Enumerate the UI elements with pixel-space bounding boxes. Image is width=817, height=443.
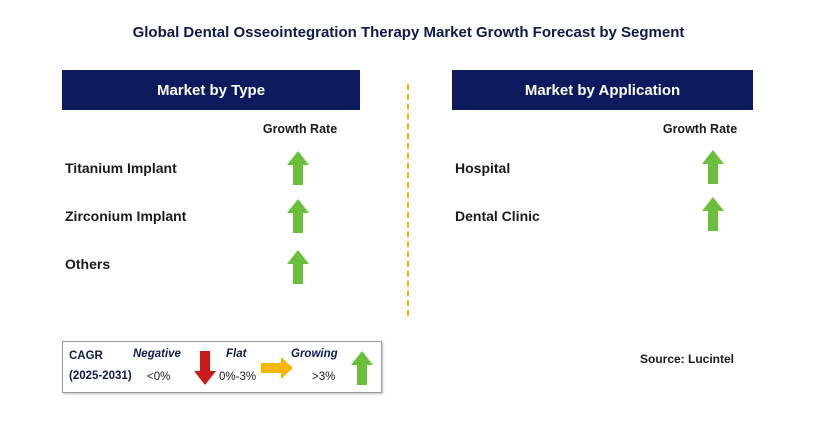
negative-arrow-icon — [194, 351, 216, 385]
market-by-application-header: Market by Application — [452, 70, 753, 110]
market-by-type-header: Market by Type — [62, 70, 360, 110]
legend-cagr-label: CAGR — [69, 350, 103, 362]
growing-arrow-icon — [351, 351, 373, 385]
type-row-label-zirconium: Zirconium Implant — [65, 208, 187, 224]
legend-negative-label: Negative — [133, 348, 181, 360]
growing-arrow-icon — [287, 250, 309, 284]
legend-period: (2025-2031) — [69, 370, 132, 382]
legend-growing-label: Growing — [291, 348, 338, 360]
flat-arrow-icon — [261, 357, 293, 379]
panel-divider — [407, 84, 409, 316]
growing-arrow-icon — [287, 199, 309, 233]
application-row-label-hospital: Hospital — [455, 160, 511, 176]
legend-flat-label: Flat — [226, 348, 247, 360]
legend-flat-value: 0%-3% — [219, 371, 257, 383]
type-row-label-titanium: Titanium Implant — [65, 160, 177, 176]
type-row-label-others: Others — [65, 256, 111, 272]
growing-arrow-icon — [702, 197, 724, 231]
application-growth-rate-label: Growth Rate — [662, 122, 738, 136]
legend-growing-value: >3% — [312, 371, 336, 383]
growing-arrow-icon — [702, 150, 724, 184]
growing-arrow-icon — [287, 151, 309, 185]
type-growth-rate-label: Growth Rate — [262, 122, 338, 136]
source-label: Source: Lucintel — [640, 352, 735, 366]
chart-title: Global Dental Osseointegration Therapy M… — [132, 24, 685, 41]
legend-negative-value: <0% — [147, 371, 171, 383]
cagr-legend: CAGR (2025-2031) Negative <0% Flat 0%-3%… — [62, 341, 382, 393]
application-row-label-dental-clinic: Dental Clinic — [455, 208, 540, 224]
